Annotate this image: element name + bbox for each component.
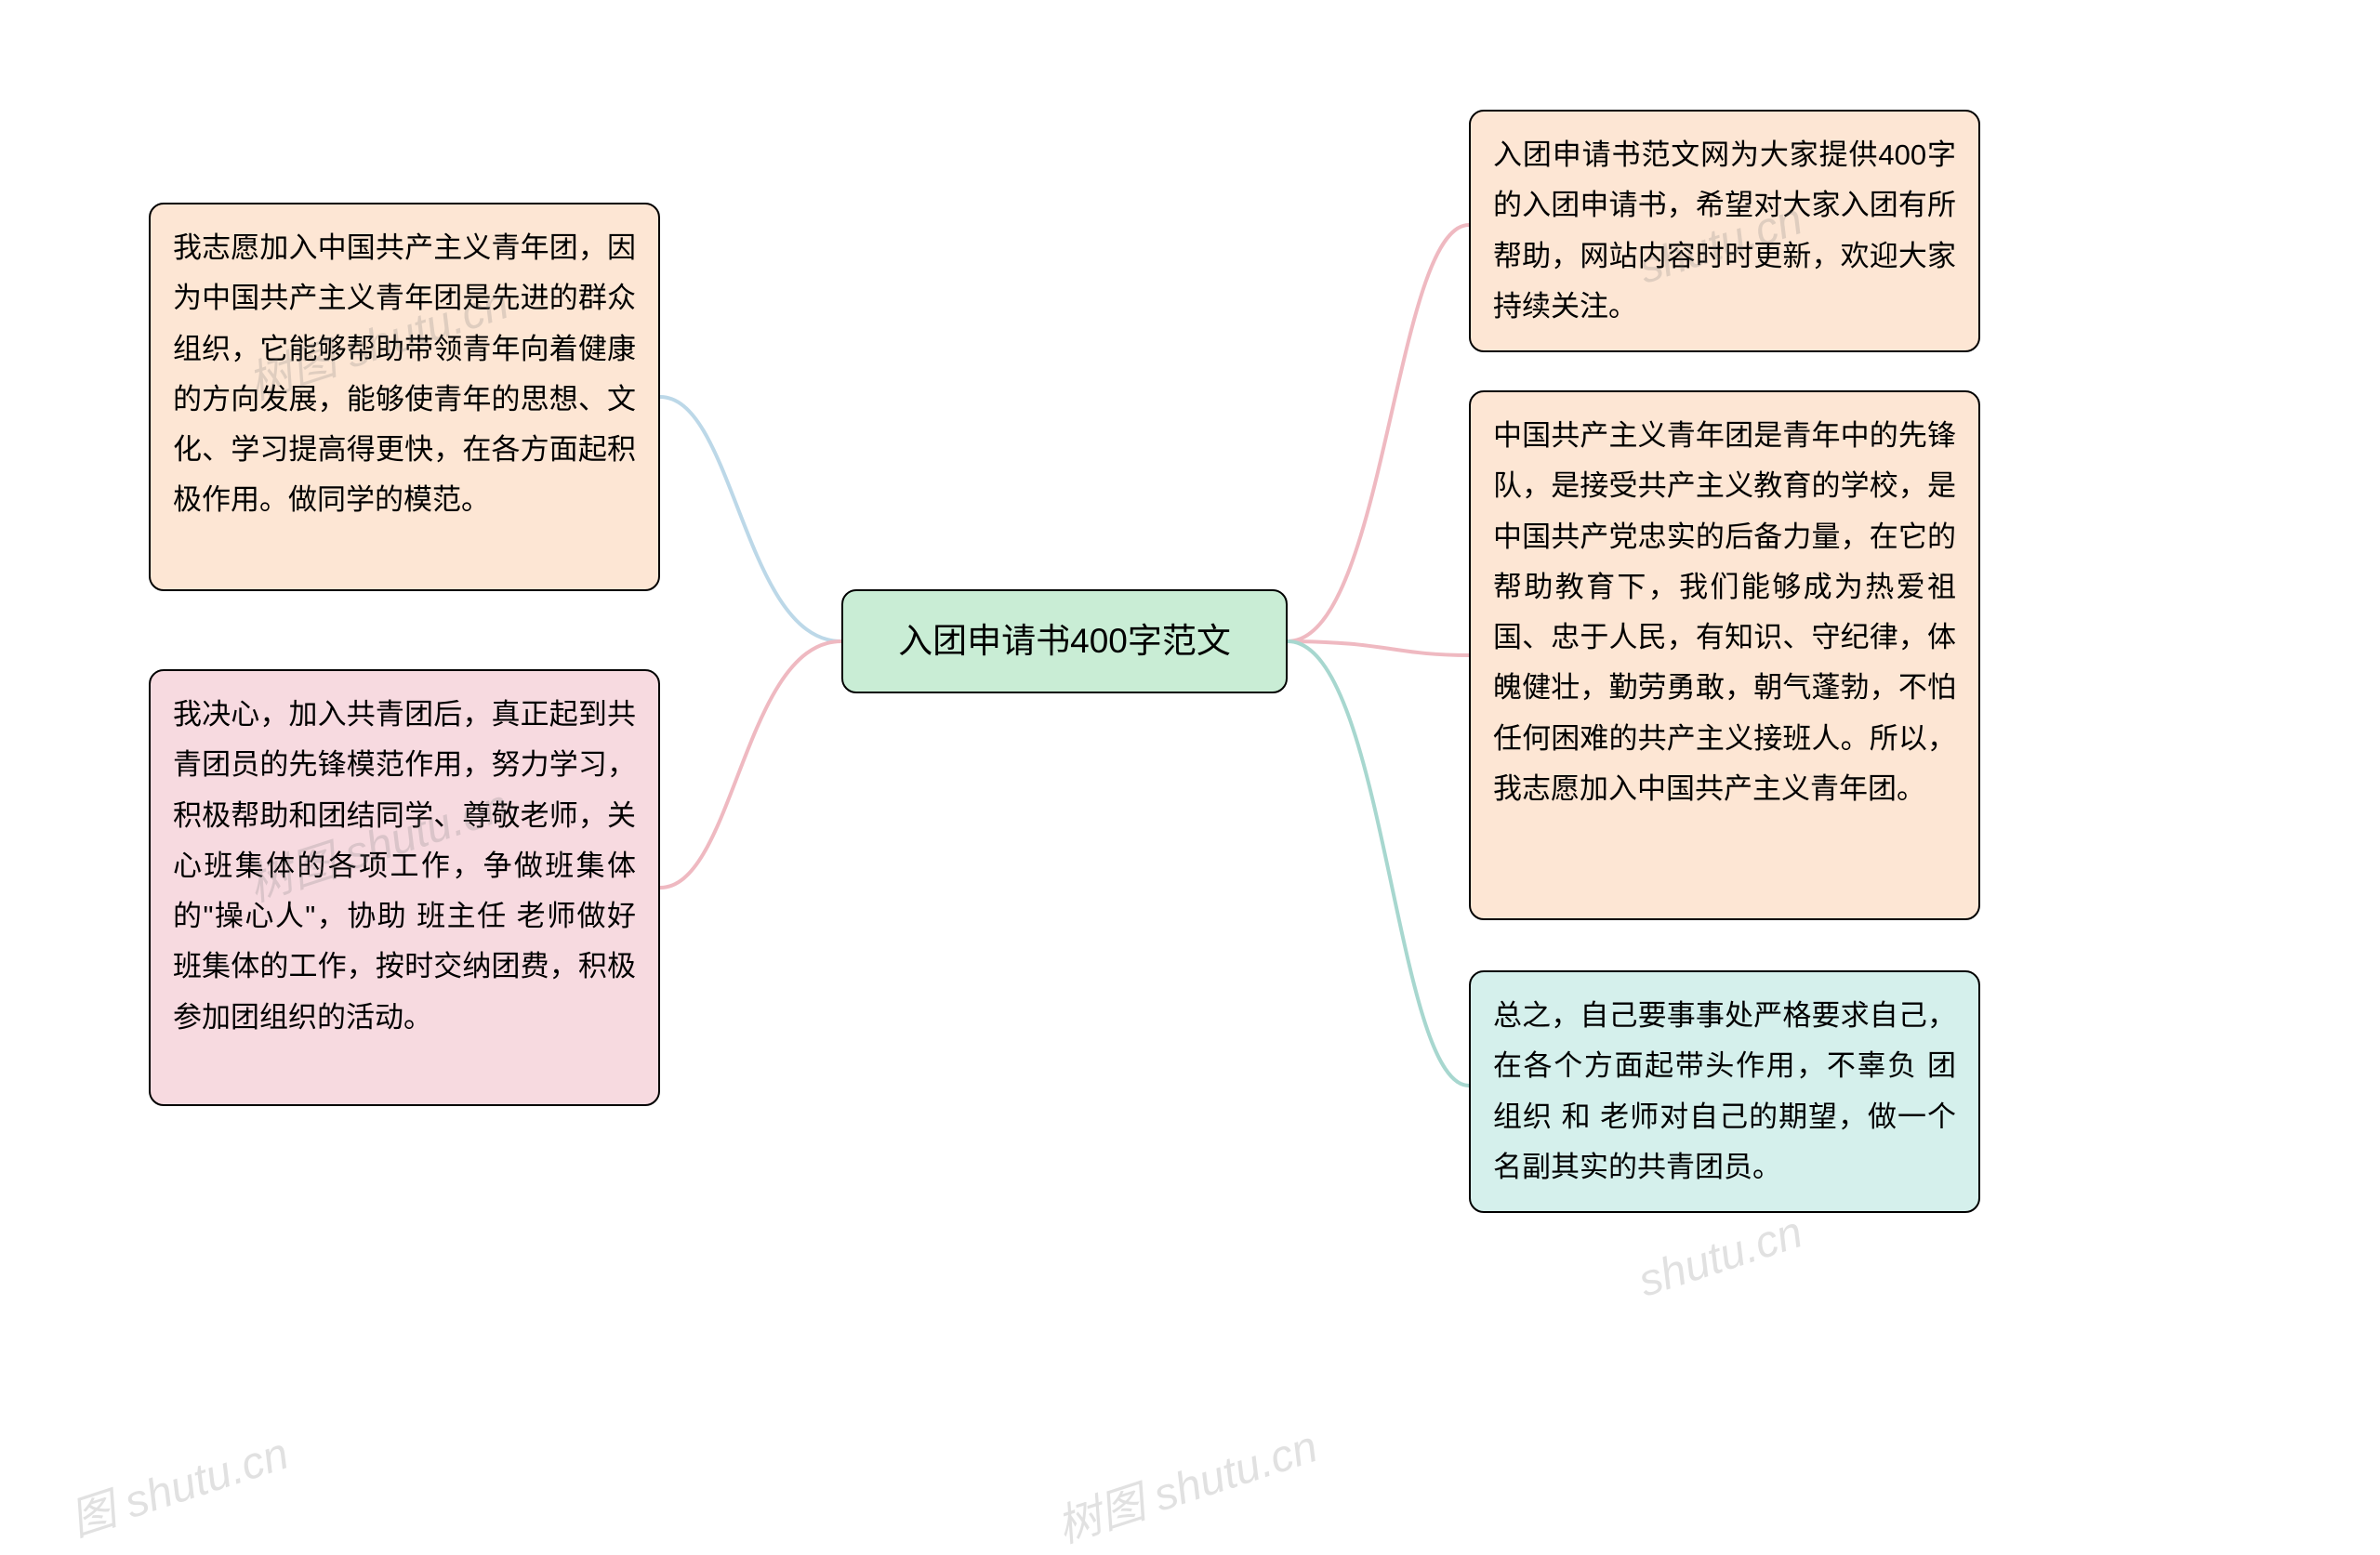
leaf-node-l2: 我决心，加入共青团后，真正起到共青团员的先锋模范作用，努力学习，积极帮助和团结同… (149, 669, 660, 1106)
center-node-text: 入团申请书400字范文 (898, 612, 1231, 672)
leaf-node-text: 我决心，加入共青团后，真正起到共青团员的先锋模范作用，努力学习，积极帮助和团结同… (173, 698, 636, 1034)
center-node: 入团申请书400字范文 (841, 589, 1288, 693)
watermark: 图 shutu.cn (60, 1417, 296, 1548)
connector-edge (1288, 225, 1469, 641)
connector-edge (660, 641, 841, 888)
leaf-node-r1: 入团申请书范文网为大家提供400字的入团申请书，希望对大家入团有所帮助，网站内容… (1469, 110, 1980, 352)
connector-edge (1288, 641, 1469, 1086)
watermark: 树图 shutu.cn (1047, 1410, 1324, 1555)
leaf-node-text: 我志愿加入中国共产主义青年团，因为中国共产主义青年团是先进的群众组织，它能够帮助… (173, 231, 636, 516)
leaf-node-text: 入团申请书范文网为大家提供400字的入团申请书，希望对大家入团有所帮助，网站内容… (1493, 138, 1956, 323)
leaf-node-l1: 我志愿加入中国共产主义青年团，因为中国共产主义青年团是先进的群众组织，它能够帮助… (149, 203, 660, 591)
connector-edge (1288, 641, 1469, 655)
leaf-node-r3: 总之，自己要事事处严格要求自己，在各个方面起带头作用，不辜负 团组织 和 老师对… (1469, 970, 1980, 1213)
leaf-node-text: 总之，自己要事事处严格要求自己，在各个方面起带头作用，不辜负 团组织 和 老师对… (1493, 999, 1956, 1183)
connector-edge (660, 397, 841, 641)
watermark: shutu.cn (1633, 1206, 1809, 1307)
leaf-node-text: 中国共产主义青年团是青年中的先锋队，是接受共产主义教育的学校，是中国共产党忠实的… (1493, 419, 1956, 805)
leaf-node-r2: 中国共产主义青年团是青年中的先锋队，是接受共产主义教育的学校，是中国共产党忠实的… (1469, 390, 1980, 920)
